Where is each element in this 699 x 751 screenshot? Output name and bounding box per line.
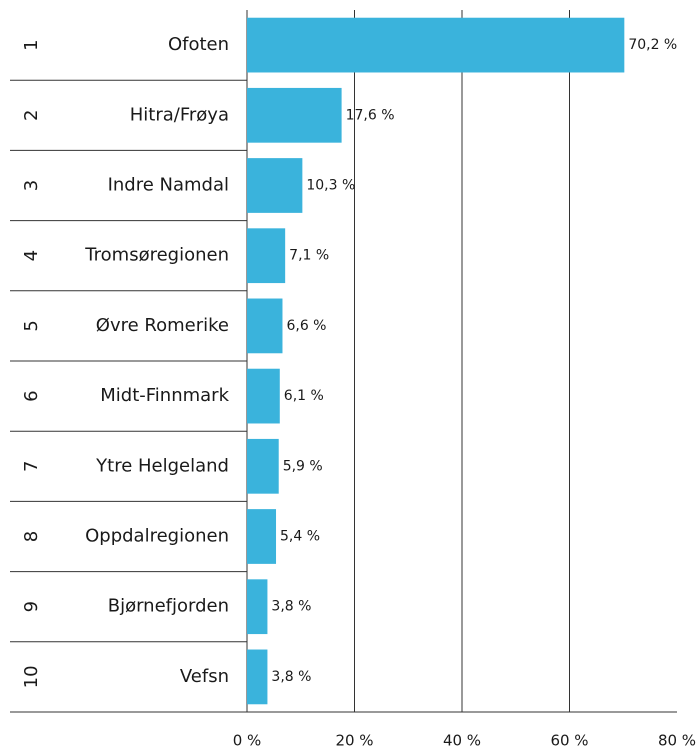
x-tick-label: 20 % [335, 732, 373, 750]
category-label: Tromsøregionen [84, 245, 229, 266]
bar [247, 298, 283, 354]
category-label: Bjørnefjorden [108, 596, 229, 617]
value-label: 7,1 % [289, 248, 329, 264]
bar [247, 438, 279, 494]
value-label: 3,8 % [271, 599, 311, 615]
value-label: 3,8 % [271, 669, 311, 685]
bar [247, 87, 342, 143]
value-label: 5,4 % [280, 529, 320, 545]
value-label: 6,6 % [286, 318, 326, 334]
x-tick-label: 60 % [550, 732, 588, 750]
bar [247, 509, 277, 564]
value-label: 6,1 % [284, 388, 324, 404]
category-label: Midt-Finnmark [100, 385, 229, 406]
rank-label: 5 [21, 320, 42, 331]
bar [247, 368, 280, 424]
rank-label: 2 [21, 110, 42, 121]
x-tick-label: 40 % [443, 732, 481, 750]
category-label: Hitra/Frøya [130, 104, 229, 125]
rank-label: 7 [21, 461, 42, 472]
category-label: Oppdalregionen [85, 526, 229, 547]
bar [247, 158, 303, 213]
rank-label: 9 [21, 601, 42, 612]
value-label: 5,9 % [283, 458, 323, 474]
rank-label: 8 [21, 531, 42, 542]
bar [247, 649, 268, 705]
bar [247, 228, 286, 284]
bar [247, 579, 268, 635]
rank-label: 1 [21, 39, 42, 50]
category-label: Ytre Helgeland [95, 455, 229, 476]
x-tick-label: 0 % [233, 732, 262, 750]
bar [247, 17, 625, 73]
category-label: Øvre Romerike [96, 315, 229, 336]
value-label: 10,3 % [306, 178, 355, 194]
x-tick-label: 80 % [658, 732, 696, 750]
rank-label: 4 [21, 250, 42, 261]
value-label: 17,6 % [346, 107, 395, 123]
category-label: Indre Namdal [108, 175, 229, 196]
category-label: Ofoten [168, 34, 229, 55]
rank-label: 6 [21, 390, 42, 401]
value-label: 70,2 % [628, 37, 677, 53]
rank-label: 3 [21, 180, 42, 191]
rank-label: 10 [21, 665, 42, 688]
category-label: Vefsn [180, 666, 229, 687]
